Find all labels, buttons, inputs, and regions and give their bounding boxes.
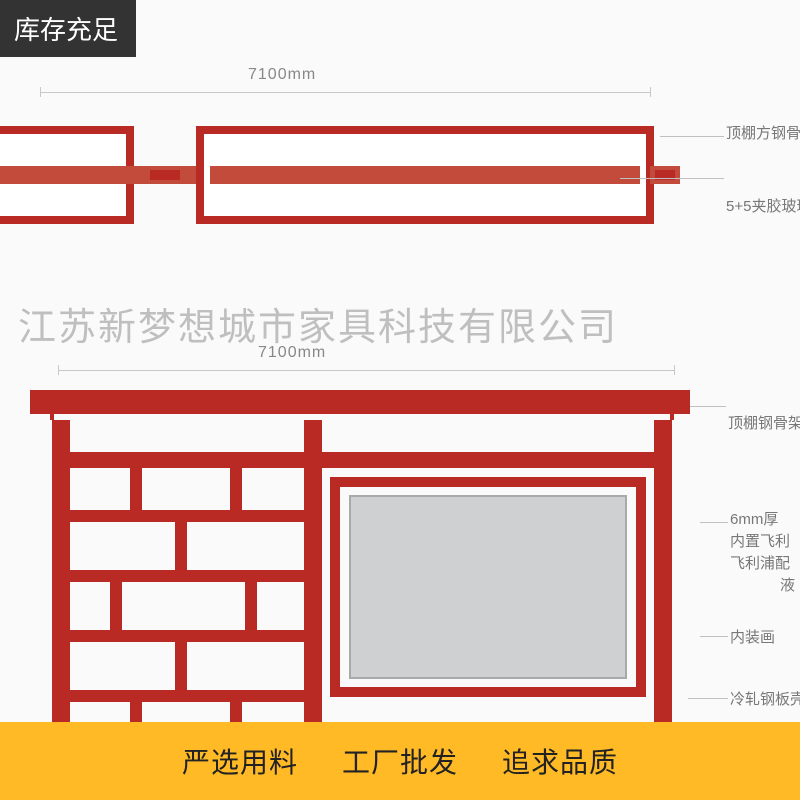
banner-item-1: 严选用料	[182, 741, 298, 781]
front-dim-tick-right	[674, 365, 675, 375]
stock-badge-text: 库存充足	[14, 15, 118, 45]
banner-item-3: 追求品质	[502, 741, 618, 781]
leader-f3	[700, 636, 728, 637]
callout-cold-rolled: 冷轧钢板壳	[730, 688, 800, 709]
top-dim-tick-left	[40, 87, 41, 97]
top-plan-view	[0, 120, 680, 230]
front-dimension-line	[58, 370, 674, 371]
top-dim-tick-right	[650, 87, 651, 97]
callout-roof-frame: 顶棚方钢骨架	[726, 122, 800, 143]
callout-philips-1: 内置飞利	[730, 530, 790, 551]
top-dimension-label: 7100mm	[248, 66, 316, 84]
front-elevation-view	[0, 390, 720, 730]
bottom-banner: 严选用料 工厂批发 追求品质	[0, 722, 800, 800]
leader-top-2	[620, 178, 724, 179]
front-dim-tick-left	[58, 365, 59, 375]
leader-f2	[700, 522, 728, 523]
company-watermark: 江苏新梦想城市家具科技有限公司	[18, 296, 800, 351]
callout-laminated-glass: 5+5夹胶玻璃	[726, 195, 800, 216]
banner-item-2: 工厂批发	[342, 741, 458, 781]
callout-philips-2: 飞利浦配	[730, 552, 790, 573]
callout-6mm: 6mm厚	[730, 508, 778, 529]
leader-f4	[688, 698, 728, 699]
stock-badge: 库存充足	[0, 0, 136, 57]
top-dimension-line	[40, 92, 650, 93]
callout-lcd: 液	[780, 574, 795, 595]
callout-inner-frame: 内装画	[730, 626, 775, 647]
callout-roof-steel: 顶棚钢骨架，5+5	[728, 412, 800, 433]
leader-f1	[690, 406, 726, 407]
leader-top-1	[660, 136, 724, 137]
